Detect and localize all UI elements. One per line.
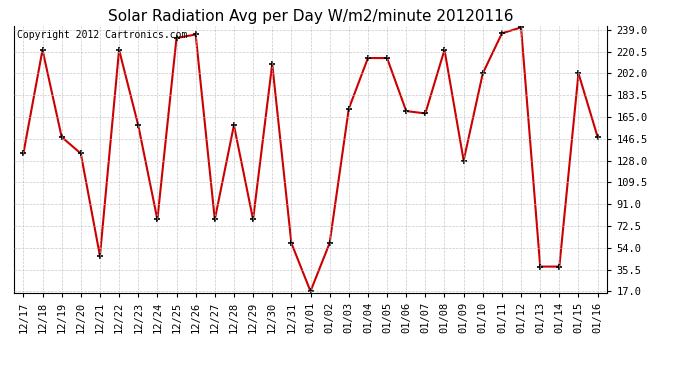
Text: Copyright 2012 Cartronics.com: Copyright 2012 Cartronics.com <box>17 30 187 40</box>
Title: Solar Radiation Avg per Day W/m2/minute 20120116: Solar Radiation Avg per Day W/m2/minute … <box>108 9 513 24</box>
